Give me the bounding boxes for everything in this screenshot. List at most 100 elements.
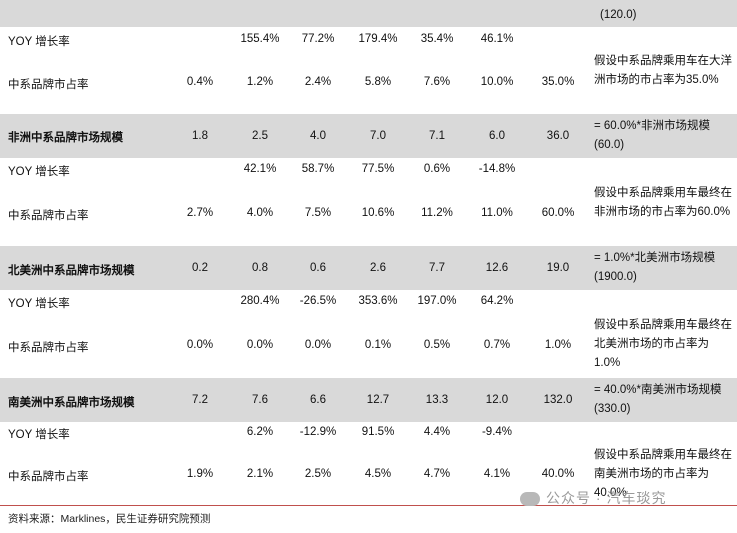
value-cell: 35.4% <box>420 33 454 45</box>
value-cell: 179.4% <box>358 33 398 45</box>
value-cell: 19.0 <box>546 262 570 274</box>
value-cell: 0.4% <box>186 76 214 88</box>
row-na-scale: 北美洲中系品牌市场规模 <box>0 246 737 290</box>
value-cell: 1.9% <box>186 468 214 480</box>
value-cell: 7.0 <box>370 130 386 142</box>
note-sa-share: 假设中系品牌乘用车最终在南美洲市场的市占率为40.0% <box>594 449 732 499</box>
value-cell: 155.4% <box>240 33 280 45</box>
value-cell: 7.6 <box>252 394 268 406</box>
value-cell: 77.5% <box>361 163 395 175</box>
value-cell: 4.0 <box>310 130 326 142</box>
value-cell: 0.1% <box>364 339 392 351</box>
value-cell: 12.6 <box>485 262 509 274</box>
value-cell: 6.6 <box>310 394 326 406</box>
value-cell: 197.0% <box>417 295 457 307</box>
value-cell: 4.4% <box>423 426 451 438</box>
row-label: 中系品牌市占率 <box>8 210 89 222</box>
value-cell: 91.5% <box>361 426 395 438</box>
value-cell: 1.0% <box>544 339 572 351</box>
row-label: 中系品牌市占率 <box>8 342 89 354</box>
value-cell: 11.2% <box>421 207 453 219</box>
value-cell: 6.0 <box>489 130 505 142</box>
value-cell: 132.0 <box>543 394 573 406</box>
value-cell: 0.8 <box>252 262 268 274</box>
value-cell: 2.4% <box>304 76 332 88</box>
value-cell: 353.6% <box>358 295 398 307</box>
value-cell: 0.0% <box>304 339 332 351</box>
note-na-scale: = 1.0%*北美洲市场规模 (1900.0) <box>594 252 716 283</box>
row-label: 北美洲中系品牌市场规模 <box>8 265 135 277</box>
value-cell: 64.2% <box>480 295 514 307</box>
value-cell: 7.6% <box>423 76 451 88</box>
row-na-yoy: YOY 增长率 <box>0 290 737 316</box>
value-cell: 7.1 <box>429 130 445 142</box>
value-cell: 6.2% <box>246 426 274 438</box>
row-na-share: 中系品牌市占率 <box>0 316 737 378</box>
row-africa-yoy: YOY 增长率 <box>0 158 737 184</box>
row-label: 南美洲中系品牌市场规模 <box>8 397 135 409</box>
watermark: 公众号 · 汽车琰究 <box>520 488 666 508</box>
value-cell: 46.1% <box>480 33 514 45</box>
value-cell: 4.0% <box>246 207 274 219</box>
value-cell: 1.2% <box>246 76 274 88</box>
source-note: 资料来源：Marklines，民生证券研究院预测 <box>8 513 211 525</box>
value-cell: 40.0% <box>541 468 575 480</box>
value-cell: 2.5 <box>252 130 268 142</box>
value-cell: 58.7% <box>301 163 335 175</box>
value-cell: -12.9% <box>299 426 337 438</box>
value-cell: 280.4% <box>240 295 280 307</box>
value-cell: 10.6% <box>361 207 395 219</box>
row-sa-scale: 南美洲中系品牌市场规模 <box>0 378 737 422</box>
row-ocean-share: 中系品牌市占率 <box>0 54 737 114</box>
value-cell: 12.0 <box>485 394 509 406</box>
value-cell: 12.7 <box>366 394 390 406</box>
row-label: YOY 增长率 <box>8 166 70 178</box>
note-top: (120.0) <box>600 9 637 21</box>
row-label: YOY 增长率 <box>8 429 70 441</box>
value-cell: 4.5% <box>364 468 392 480</box>
row-africa-share: 中系品牌市占率 <box>0 184 737 246</box>
divider-line <box>0 505 737 506</box>
value-cell: -26.5% <box>299 295 337 307</box>
value-cell: 0.5% <box>423 339 451 351</box>
watermark-text: 公众号 · 汽车琰究 <box>546 490 667 506</box>
wechat-icon <box>520 492 540 507</box>
row-sa-yoy: YOY 增长率 <box>0 422 737 446</box>
value-cell: 7.2 <box>192 394 208 406</box>
value-cell: 4.1% <box>483 468 511 480</box>
row-label: 中系品牌市占率 <box>8 79 89 91</box>
note-sa-scale: = 40.0%*南美洲市场规模 (330.0) <box>594 384 722 415</box>
value-cell: 0.0% <box>246 339 274 351</box>
value-cell: 10.0% <box>480 76 514 88</box>
row-label: 非洲中系品牌市场规模 <box>8 132 123 144</box>
value-cell: 77.2% <box>301 33 335 45</box>
value-cell: 60.0% <box>541 207 575 219</box>
row-africa-scale: 非洲中系品牌市场规模 <box>0 114 737 158</box>
row-label: YOY 增长率 <box>8 36 70 48</box>
value-cell: 4.7% <box>423 468 451 480</box>
note-africa-scale: = 60.0%*非洲市场规模 (60.0) <box>594 120 710 151</box>
value-cell: 2.7% <box>186 207 214 219</box>
value-cell: 11.0% <box>481 207 513 219</box>
value-cell: 0.7% <box>483 339 511 351</box>
value-cell: -9.4% <box>481 426 513 438</box>
value-cell: 2.6 <box>370 262 386 274</box>
value-cell: 5.8% <box>364 76 392 88</box>
value-cell: 42.1% <box>243 163 277 175</box>
value-cell: 36.0 <box>546 130 570 142</box>
value-cell: 0.6% <box>423 163 451 175</box>
value-cell: 35.0% <box>541 76 575 88</box>
value-cell: 7.5% <box>304 207 332 219</box>
value-cell: 0.2 <box>192 262 208 274</box>
value-cell: 0.6 <box>310 262 326 274</box>
value-cell: 0.0% <box>186 339 214 351</box>
note-ocean-share: 假设中系品牌乘用车在大洋洲市场的市占率为35.0% <box>594 55 732 86</box>
row-ocean-yoy: YOY 增长率 <box>0 27 737 54</box>
value-cell: 2.1% <box>246 468 274 480</box>
row-sa-share: 中系品牌市占率 <box>0 446 737 504</box>
note-na-share: 假设中系品牌乘用车最终在北美洲市场的市占率为1.0% <box>594 319 732 369</box>
row-label: YOY 增长率 <box>8 298 70 310</box>
value-cell: 1.8 <box>192 130 208 142</box>
note-africa-share: 假设中系品牌乘用车最终在非洲市场的市占率为60.0% <box>594 187 732 218</box>
value-cell: 7.7 <box>429 262 445 274</box>
